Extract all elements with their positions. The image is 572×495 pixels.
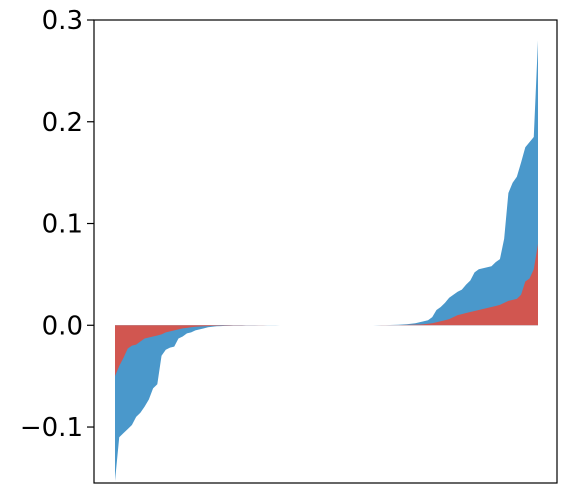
area-series-1 bbox=[115, 40, 538, 481]
y-tick-label: 0.0 bbox=[42, 311, 83, 341]
series-areas bbox=[115, 40, 538, 481]
y-tick-label: −0.1 bbox=[20, 413, 83, 443]
y-tick-label: 0.2 bbox=[42, 108, 83, 138]
plot-frame bbox=[93, 19, 558, 484]
y-tick-label: 0.3 bbox=[42, 6, 83, 36]
y-axis: −0.1 0.0 0.1 0.2 0.3 bbox=[20, 6, 94, 443]
y-tick-label: 0.1 bbox=[42, 210, 83, 240]
